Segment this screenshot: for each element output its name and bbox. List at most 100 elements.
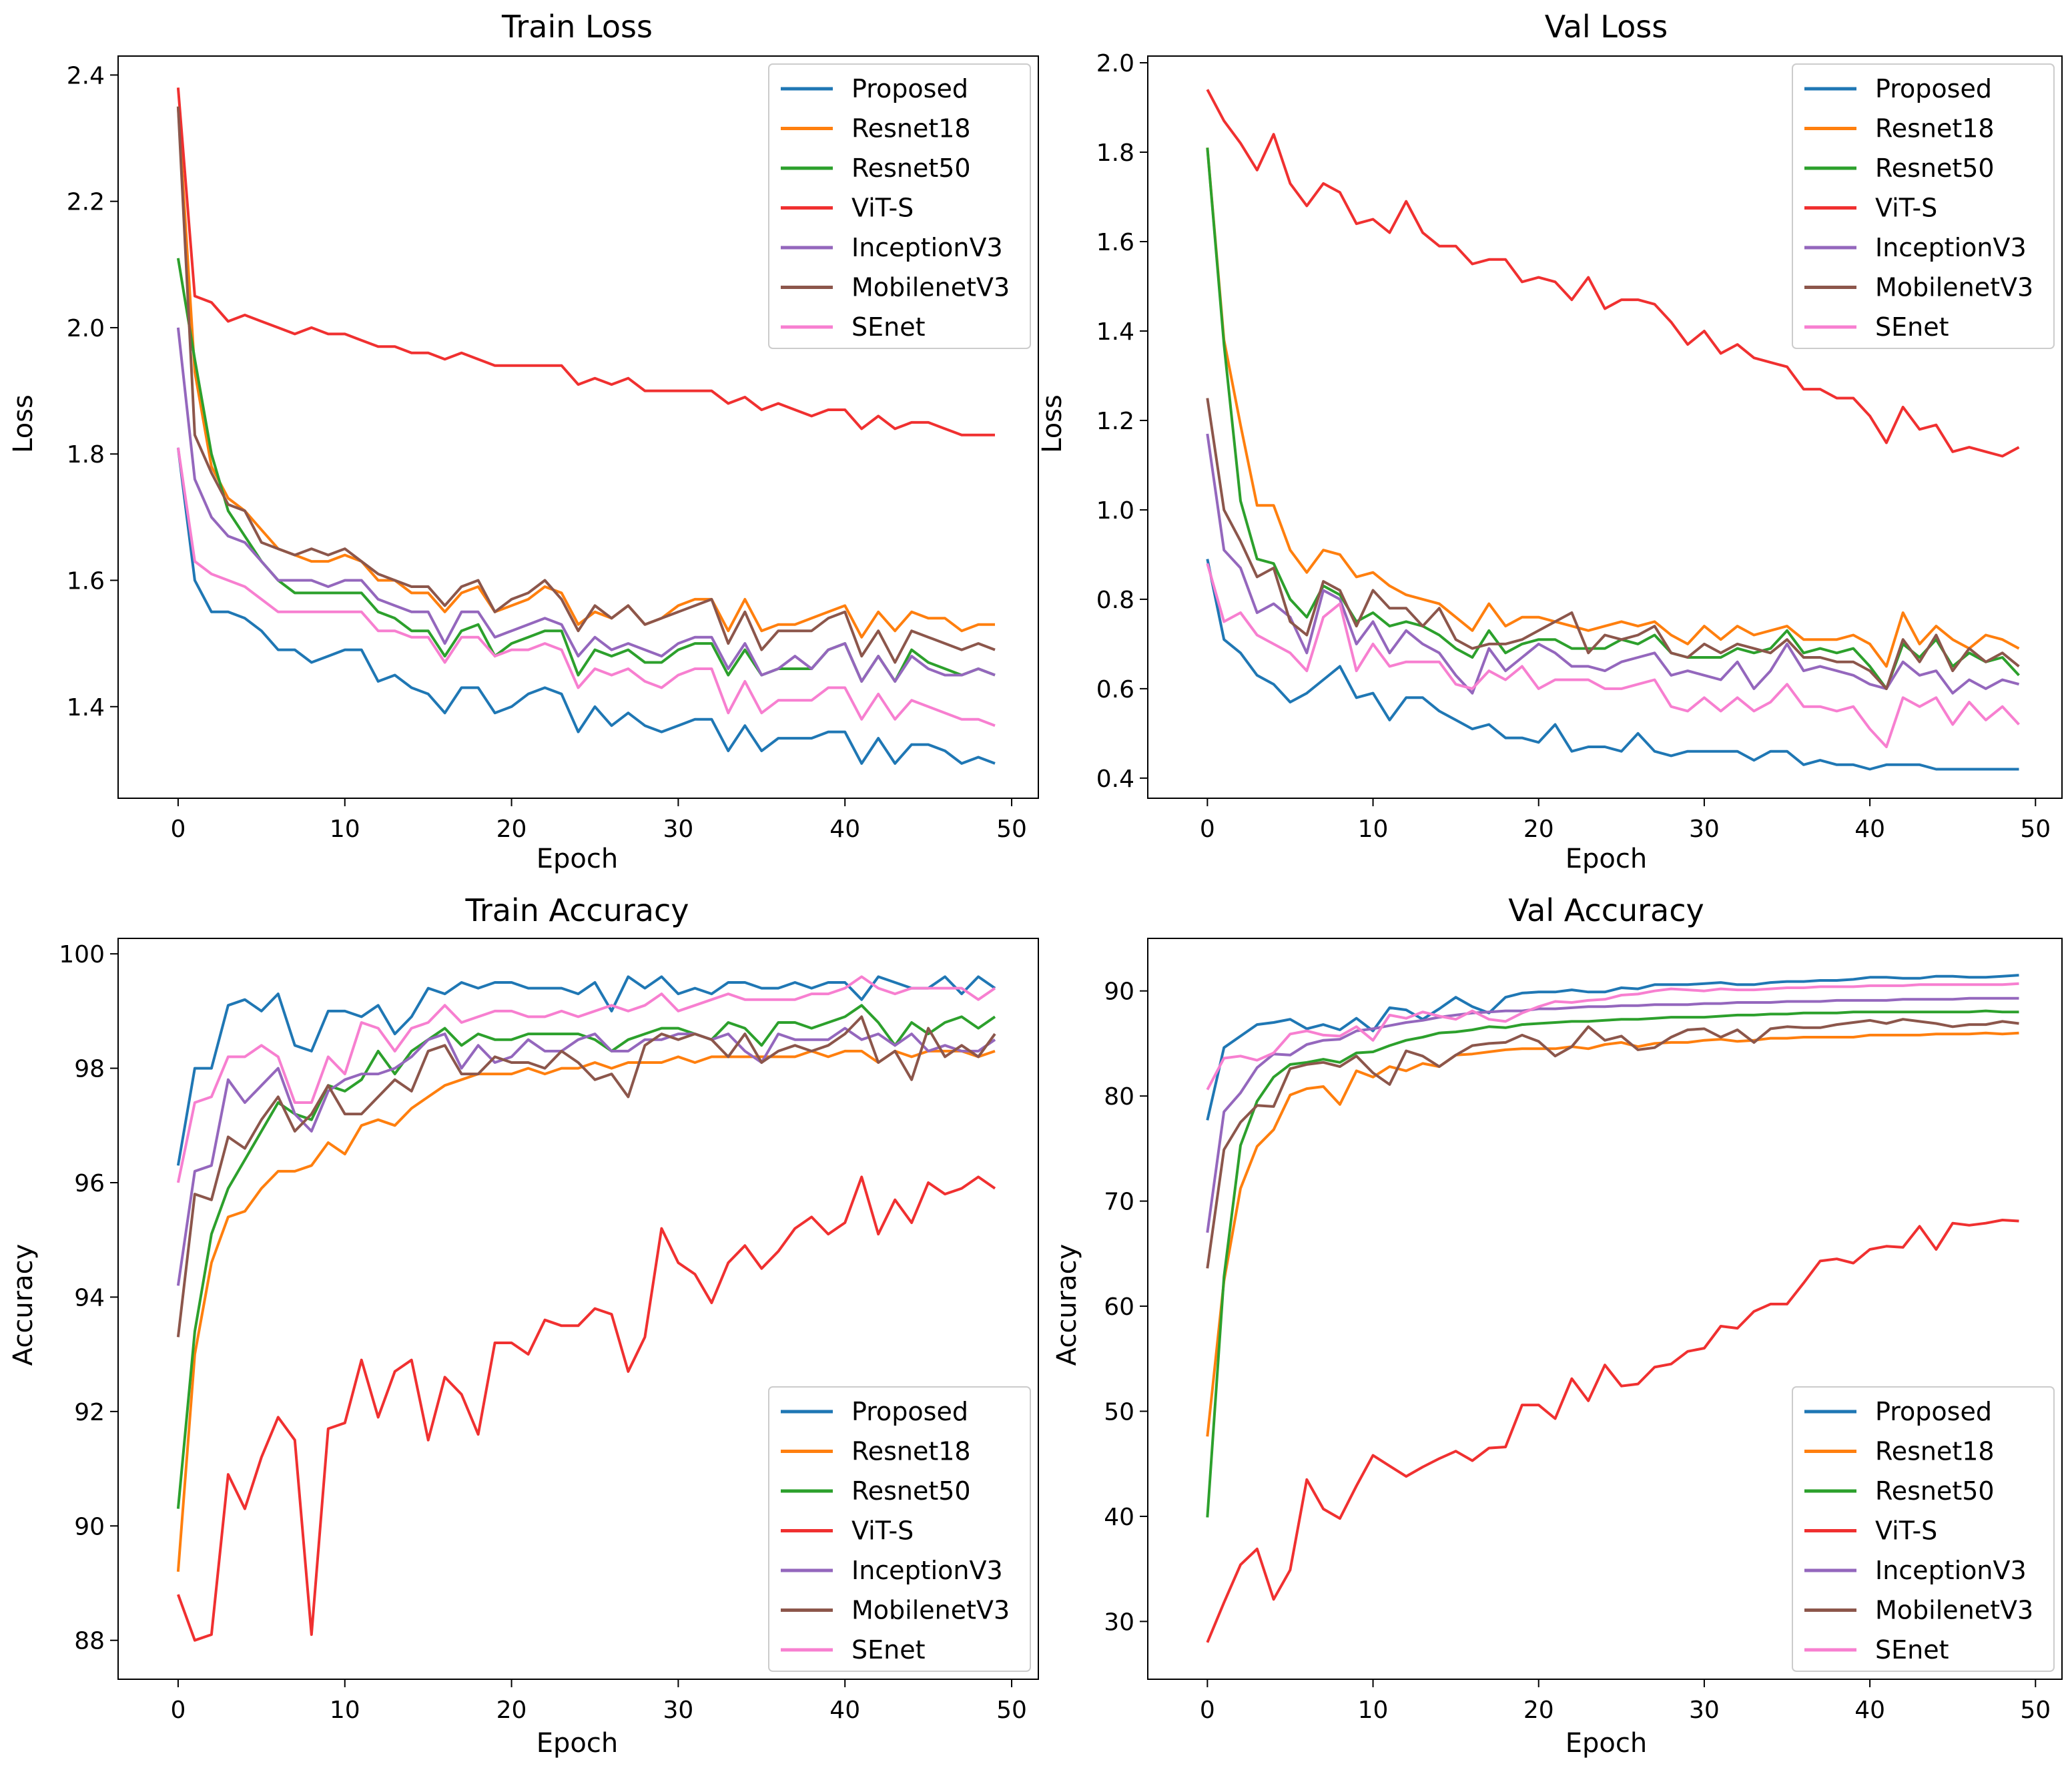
x-tick-label: 10 xyxy=(1358,816,1389,843)
legend-item-inceptionv3: InceptionV3 xyxy=(1804,1556,2027,1585)
series-line-mobilenetv3 xyxy=(176,106,996,664)
legend-label: Proposed xyxy=(1875,1397,1992,1426)
legend-label: Resnet50 xyxy=(851,154,971,183)
legend-item-vit-s: ViT-S xyxy=(1804,1516,1937,1546)
legend: Proposed Resnet18 Resnet50 ViT-S Incepti… xyxy=(768,1386,1031,1672)
chart-val-accuracy: Val Accuracy Epoch Accuracy 0 10 20 30 4… xyxy=(1052,892,2063,1759)
y-tick-label: 98 xyxy=(74,1056,105,1083)
legend-item-senet: SEnet xyxy=(1804,1635,1949,1665)
series-layer xyxy=(176,87,996,765)
x-tick-label: 30 xyxy=(1689,816,1720,843)
x-axis-label: Epoch xyxy=(537,844,618,874)
chart-train-loss: Train Loss Epoch Loss 0 10 20 30 40 50 1… xyxy=(8,9,1039,874)
x-tick-label: 30 xyxy=(663,816,693,843)
legend-item-inceptionv3: InceptionV3 xyxy=(1804,233,2027,262)
legend-label: InceptionV3 xyxy=(1875,1556,2027,1585)
x-tick-label: 0 xyxy=(1200,816,1215,843)
x-tick-label: 40 xyxy=(829,816,860,843)
legend-label: InceptionV3 xyxy=(851,233,1003,262)
x-tick-label: 20 xyxy=(496,816,527,843)
x-axis-label: Epoch xyxy=(537,1728,618,1759)
x-tick-label: 50 xyxy=(2020,816,2051,843)
legend-label: SEnet xyxy=(1875,312,1949,342)
legend-label: ViT-S xyxy=(851,194,914,223)
y-tick-label: 1.2 xyxy=(1096,408,1134,435)
legend-label: Resnet50 xyxy=(851,1476,971,1506)
series-layer xyxy=(176,975,996,1642)
series-line-resnet50 xyxy=(1206,1009,2019,1518)
series-line-mobilenetv3 xyxy=(1206,398,2020,690)
x-tick-label: 10 xyxy=(1358,1697,1389,1724)
legend-label: InceptionV3 xyxy=(1875,233,2027,262)
y-tick-label: 2.0 xyxy=(1096,50,1134,77)
legend-box xyxy=(1792,63,2055,349)
series-line-inceptionv3 xyxy=(176,1026,996,1286)
legend-box xyxy=(768,1386,1031,1672)
series-layer xyxy=(1206,89,2020,771)
legend-item-mobilenetv3: MobilenetV3 xyxy=(781,1596,1010,1625)
y-tick-label: 1.8 xyxy=(67,441,105,469)
chart-title: Train Loss xyxy=(501,9,653,45)
legend-item-resnet18: Resnet18 xyxy=(781,1437,971,1466)
legend-label: Resnet50 xyxy=(1875,1476,1995,1506)
legend-item-proposed: Proposed xyxy=(1804,74,1992,103)
legend-label: InceptionV3 xyxy=(851,1556,1003,1585)
chart-title: Train Accuracy xyxy=(464,892,689,928)
legend-item-proposed: Proposed xyxy=(781,1397,968,1426)
x-tick-label: 40 xyxy=(1854,1697,1885,1724)
x-tick-label: 30 xyxy=(663,1697,693,1724)
x-tick-label: 50 xyxy=(996,1697,1027,1724)
legend: Proposed Resnet18 Resnet50 ViT-S Incepti… xyxy=(1792,1386,2055,1672)
series-line-inceptionv3 xyxy=(1206,433,2020,695)
x-axis-label: Epoch xyxy=(1566,844,1647,874)
y-tick-label: 1.6 xyxy=(67,567,105,595)
y-ticks: 0.4 0.6 0.8 1.0 1.2 1.4 1.6 1.8 2.0 xyxy=(1096,50,1134,793)
x-tick-label: 40 xyxy=(1854,816,1885,843)
plot-frame xyxy=(117,938,1039,1680)
legend-item-vit-s: ViT-S xyxy=(781,194,914,223)
x-ticks: 0 10 20 30 40 50 xyxy=(170,816,1026,843)
series-line-resnet18 xyxy=(176,1049,996,1572)
y-ticks: 1.4 1.6 1.8 2.0 2.2 2.4 xyxy=(67,62,105,721)
legend-label: SEnet xyxy=(851,1635,926,1665)
plot-frame xyxy=(1147,938,2063,1680)
y-tick-label: 2.0 xyxy=(67,315,105,342)
legend-label: Resnet18 xyxy=(1875,114,1995,143)
chart-train-accuracy: Train Accuracy Epoch Accuracy 0 10 20 30… xyxy=(8,892,1039,1759)
x-ticks: 0 10 20 30 40 50 xyxy=(170,1697,1026,1724)
legend-item-mobilenetv3: MobilenetV3 xyxy=(1804,1596,2033,1625)
legend-item-senet: SEnet xyxy=(781,312,926,342)
legend-item-resnet18: Resnet18 xyxy=(781,114,971,143)
legend-label: Proposed xyxy=(1875,74,1992,103)
y-tick-label: 50 xyxy=(1104,1399,1134,1426)
legend-label: ViT-S xyxy=(1875,1516,1937,1546)
series-line-senet xyxy=(1206,563,2020,748)
y-tick-label: 1.8 xyxy=(1096,139,1134,167)
x-tick-label: 0 xyxy=(170,816,186,843)
legend-item-inceptionv3: InceptionV3 xyxy=(781,1556,1003,1585)
legend-item-inceptionv3: InceptionV3 xyxy=(781,233,1003,262)
legend-item-senet: SEnet xyxy=(781,1635,926,1665)
chart-val-loss: Val Loss Epoch Loss 0 10 20 30 40 50 0.4… xyxy=(1037,9,2063,874)
x-tick-label: 10 xyxy=(330,816,360,843)
series-line-vit-s xyxy=(1206,89,2020,458)
y-tick-label: 80 xyxy=(1104,1083,1134,1111)
legend-item-vit-s: ViT-S xyxy=(1804,194,1937,223)
x-axis-label: Epoch xyxy=(1566,1728,1647,1759)
chart-title: Val Accuracy xyxy=(1508,892,1704,928)
y-tick-label: 1.4 xyxy=(1096,318,1134,346)
plot-frame xyxy=(1147,55,2063,799)
legend-label: ViT-S xyxy=(851,1516,914,1546)
y-tick-label: 60 xyxy=(1104,1293,1134,1321)
y-tick-label: 92 xyxy=(74,1399,105,1426)
series-line-inceptionv3 xyxy=(1206,996,2019,1233)
series-line-resnet18 xyxy=(1206,148,2020,668)
series-line-proposed xyxy=(176,975,996,1166)
series-line-vit-s xyxy=(1206,1219,2019,1643)
series-line-mobilenetv3 xyxy=(1206,1018,2019,1269)
x-tick-label: 20 xyxy=(1523,1697,1554,1724)
legend-item-resnet50: Resnet50 xyxy=(1804,1476,1995,1506)
x-tick-label: 50 xyxy=(996,816,1027,843)
y-tick-label: 30 xyxy=(1104,1608,1134,1636)
legend-label: Resnet18 xyxy=(851,1437,971,1466)
